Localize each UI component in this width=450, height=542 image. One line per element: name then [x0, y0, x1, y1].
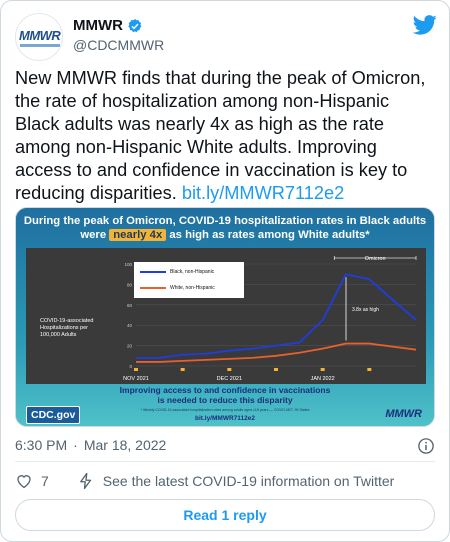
title-pre: were: [80, 229, 107, 241]
x-tick-marker: [320, 368, 325, 371]
like-action[interactable]: 7: [15, 472, 49, 490]
y-tick-label: 80: [127, 282, 133, 287]
message-line-1: Improving access to and confidence in va…: [119, 385, 331, 395]
author-handle[interactable]: @CDCMMWR: [73, 37, 165, 53]
infographic-link: bit.ly/MMWR7112e2: [195, 415, 255, 422]
x-tick-marker: [180, 368, 185, 371]
cdc-gov-badge: CDC.gov: [26, 406, 81, 424]
mmwr-logo: MMWR: [385, 408, 422, 420]
tweet-header: MMWR MMWR @CDCMMWR: [15, 13, 437, 61]
tweet-actions: 7 See the latest COVID-19 information on…: [15, 471, 435, 491]
tweet-media-image[interactable]: During the peak of Omicron, COVID-19 hos…: [15, 207, 435, 427]
covid-info-action[interactable]: See the latest COVID-19 information on T…: [77, 472, 395, 490]
infographic-footnote: * Weekly COVID-19-associated hospitaliza…: [140, 408, 310, 412]
annotation-label: 3.8x as high: [352, 307, 379, 313]
title-line-2: were nearly 4x as high as rates among Wh…: [16, 228, 434, 242]
title-highlight: nearly 4x: [109, 229, 167, 241]
title-post: as high as rates among White adults*: [169, 229, 370, 241]
y-tick-label: 0: [129, 364, 132, 369]
tweet-body: New MMWR finds that during the peak of O…: [15, 68, 426, 203]
avatar-logo-underline: [20, 44, 60, 47]
twitter-bird-icon[interactable]: [413, 15, 437, 35]
hospitalization-chart: 100 80 60 40 20 0 Omicron 3.8x as high NOV 2021 D…: [123, 256, 417, 382]
x-tick-label: JAN 2022: [311, 376, 335, 382]
chart-panel: 100 80 60 40 20 0 Omicron 3.8x as high NOV 2021 D…: [26, 248, 426, 384]
chart-ylabel: COVID-19-associated Hospitalizations per…: [40, 318, 94, 338]
legend-item-white: White, non-Hispanic: [140, 285, 215, 291]
infographic-title: During the peak of Omicron, COVID-19 hos…: [16, 214, 434, 242]
verified-badge-icon: [128, 18, 142, 32]
tweet-timestamp[interactable]: 6:30 PM · Mar 18, 2022: [15, 437, 166, 453]
avatar-logo-text: MMWR: [19, 28, 61, 43]
legend-swatch-white: [140, 287, 166, 289]
x-tick-marker: [227, 368, 232, 371]
omicron-label: Omicron: [365, 256, 386, 262]
author-name-row[interactable]: MMWR: [73, 17, 143, 34]
tweet-date[interactable]: Mar 18, 2022: [83, 437, 167, 453]
read-replies-button[interactable]: Read 1 reply: [15, 499, 435, 531]
y-tick-label: 100: [124, 262, 132, 267]
lightning-icon: [79, 472, 91, 490]
legend-swatch-black: [140, 271, 166, 273]
legend-item-black: Black, non-Hispanic: [140, 269, 214, 275]
y-tick-label: 40: [127, 323, 133, 328]
like-count[interactable]: 7: [41, 473, 49, 489]
meta-separator: ·: [73, 437, 78, 453]
x-tick-label: NOV 2021: [123, 376, 149, 382]
x-tick-marker: [367, 368, 372, 371]
message-line-2: is needed to reduce this disparity: [157, 395, 293, 405]
legend-label-white: White, non-Hispanic: [170, 285, 215, 291]
x-tick-marker: [134, 368, 138, 371]
y-tick-label: 20: [127, 344, 133, 349]
tweet-link[interactable]: bit.ly/MMWR7112e2: [181, 183, 345, 203]
legend-label-black: Black, non-Hispanic: [170, 269, 215, 275]
infographic-message: Improving access to and confidence in va…: [16, 385, 434, 405]
x-tick-label: DEC 2021: [217, 376, 242, 382]
series-line: [136, 273, 417, 359]
info-icon[interactable]: [417, 437, 435, 455]
author-name[interactable]: MMWR: [73, 17, 123, 34]
title-line-1: During the peak of Omicron, COVID-19 hos…: [23, 215, 427, 227]
avatar[interactable]: MMWR: [15, 13, 63, 61]
tweet-text: New MMWR finds that during the peak of O…: [15, 67, 435, 205]
x-tick-marker: [274, 368, 278, 371]
covid-info-text[interactable]: See the latest COVID-19 information on T…: [102, 473, 395, 489]
chart-legend: Black, non-Hispanic White, non-Hispanic: [134, 262, 244, 298]
divider: [15, 461, 435, 462]
y-tick-label: 60: [127, 303, 133, 308]
tweet-time[interactable]: 6:30 PM: [15, 437, 68, 453]
series-line: [136, 342, 417, 363]
heart-icon[interactable]: [15, 472, 33, 490]
